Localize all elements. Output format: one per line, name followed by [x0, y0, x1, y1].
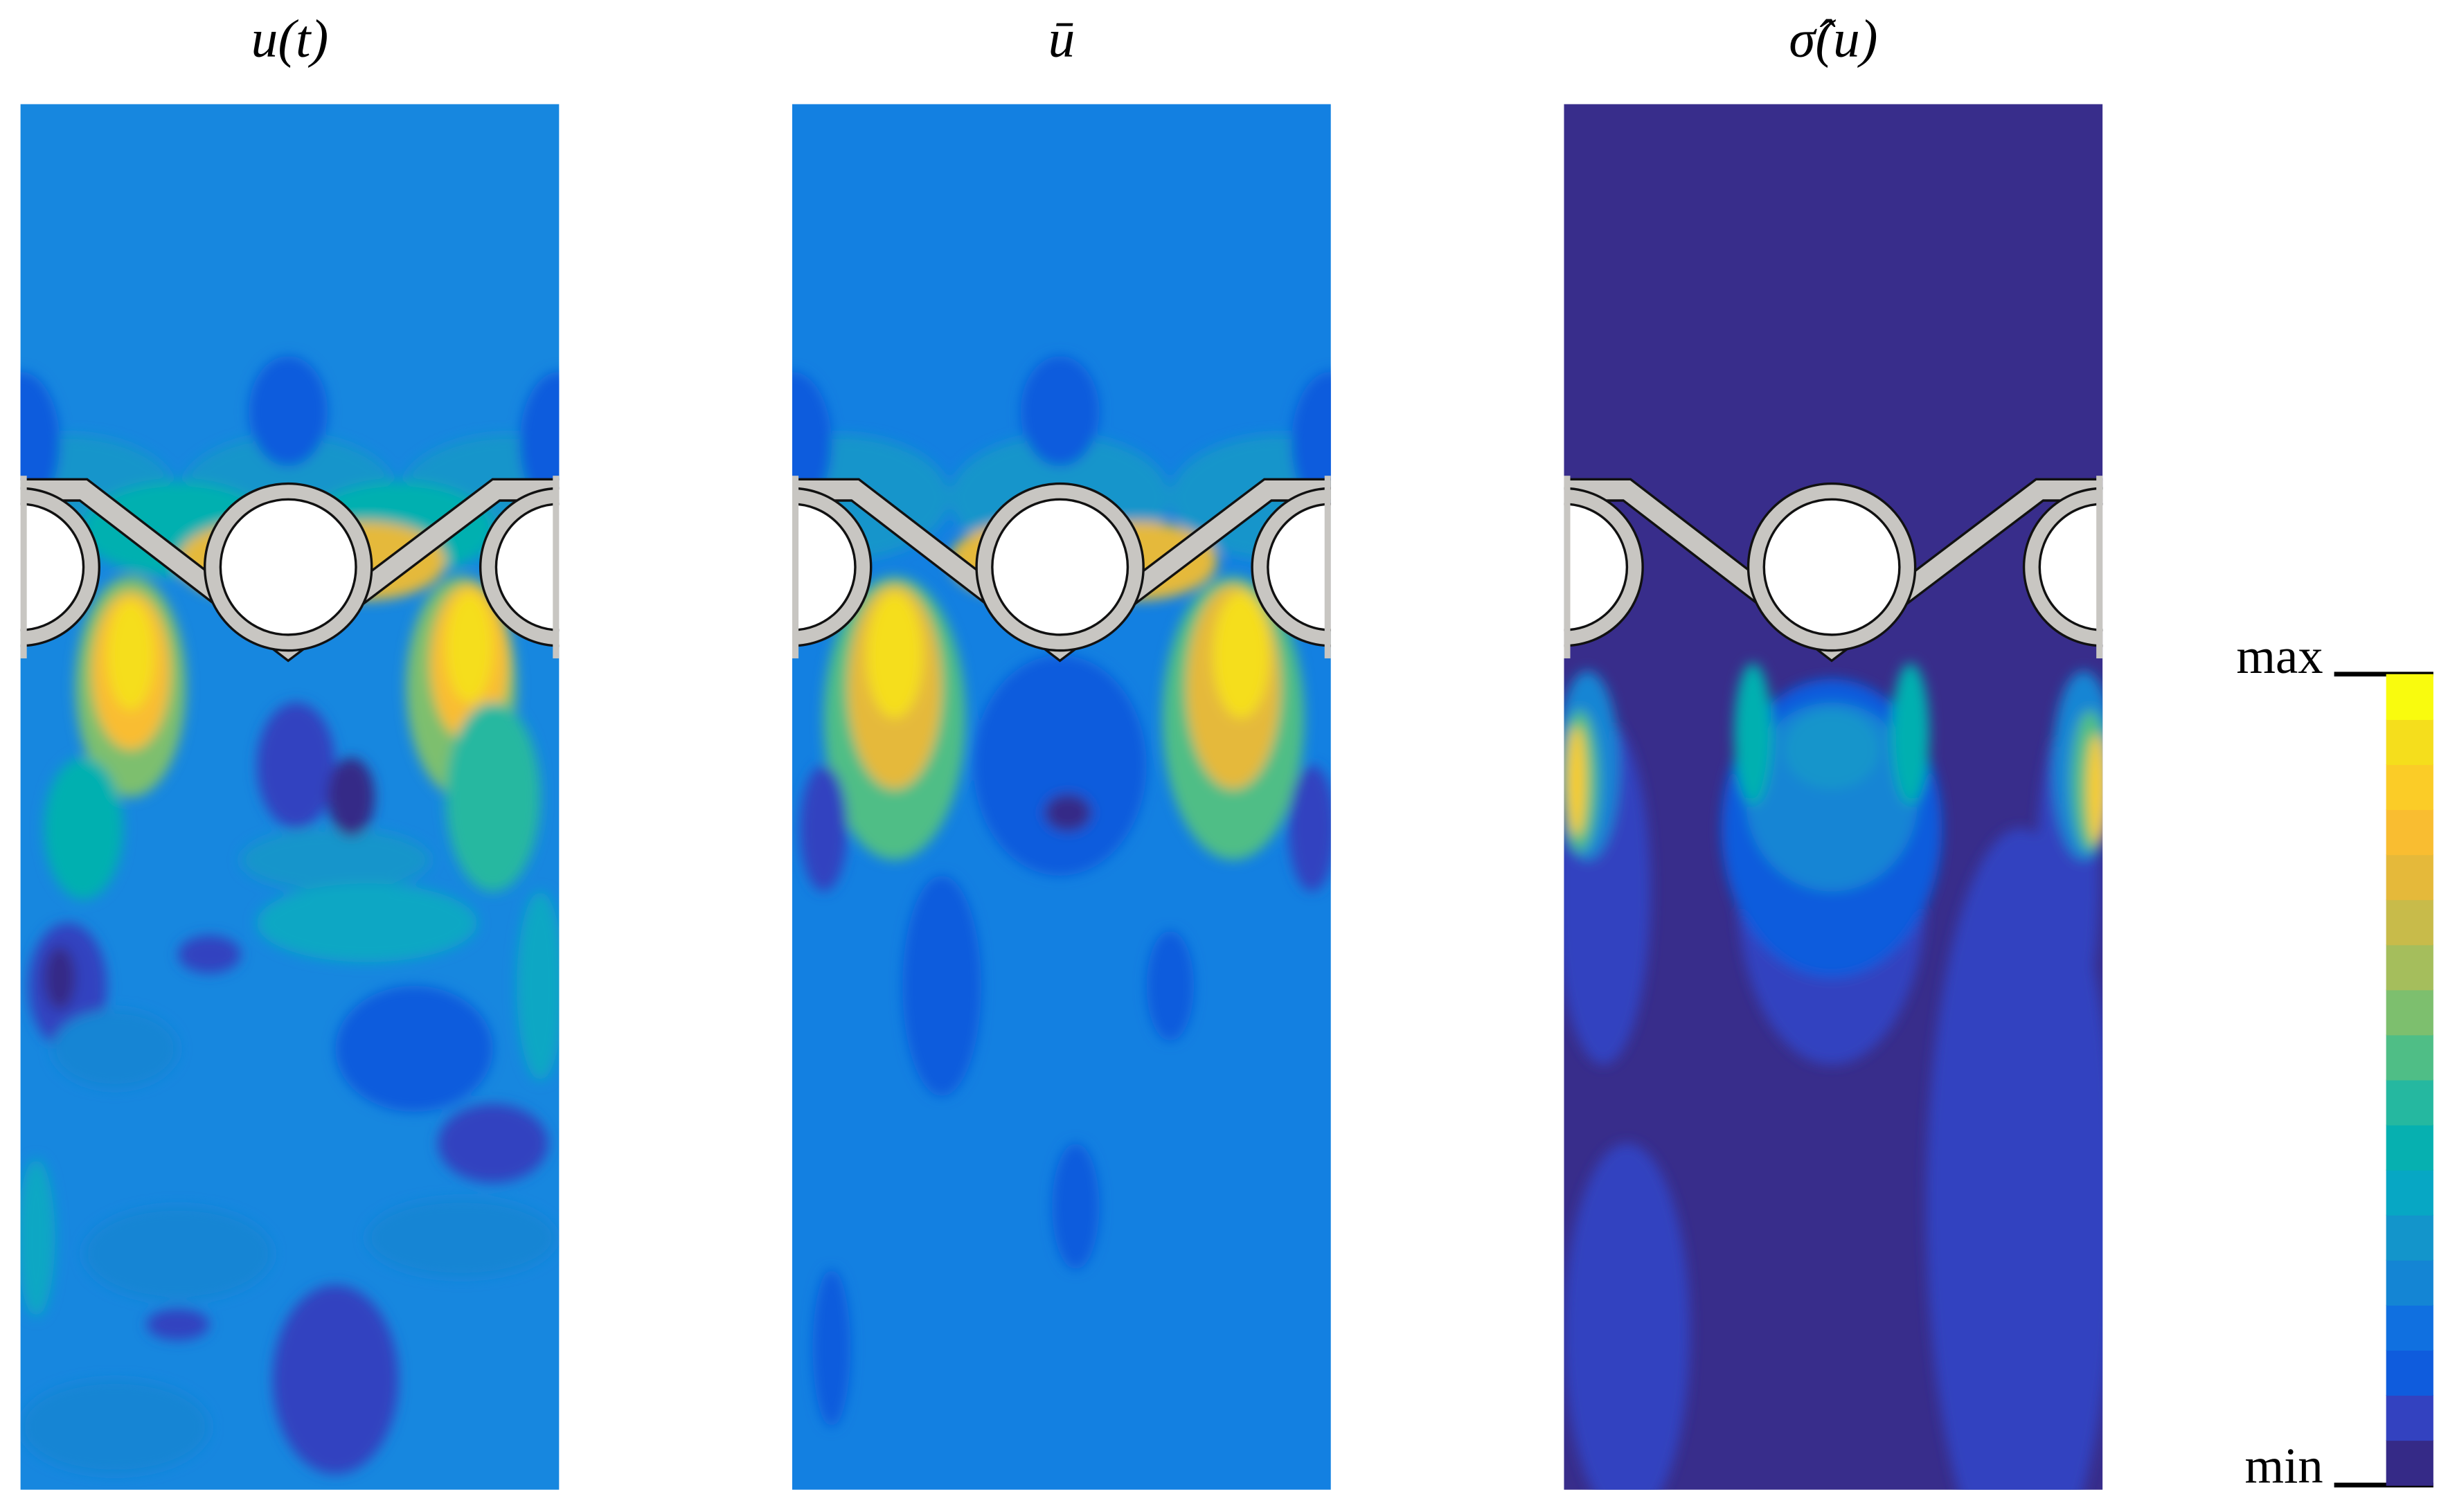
colorbar-swatch: [2386, 854, 2433, 901]
colorbar-swatch: [2386, 674, 2433, 720]
field-blob: [146, 1308, 210, 1340]
field-blob: [20, 1159, 55, 1317]
field-blob: [44, 757, 123, 899]
field-blob: [519, 372, 560, 514]
field-blob: [1052, 1143, 1100, 1270]
field-blob: [20, 1379, 210, 1475]
colorbar-swatch: [2386, 1214, 2433, 1261]
obstacle-hole: [219, 498, 357, 636]
field-blob: [1044, 793, 1092, 832]
colorbar-swatch: [2386, 764, 2433, 811]
field-blob: [107, 600, 154, 711]
field-blob: [249, 356, 328, 467]
field-blob: [256, 702, 336, 829]
field-blob: [438, 1104, 548, 1183]
field-blob: [1784, 710, 1879, 789]
colorbar-swatch: [2386, 1439, 2433, 1486]
obstacle: [1564, 476, 2103, 663]
field-blob: [1020, 356, 1100, 467]
obstacle-hole: [494, 503, 560, 631]
field: [20, 104, 560, 1490]
field-blob: [328, 757, 375, 836]
colorbar-swatch: [2386, 1079, 2433, 1126]
obstacle-hole: [2038, 503, 2103, 631]
field-blob: [256, 883, 478, 962]
field-blob: [973, 655, 1147, 876]
field-blob: [902, 875, 981, 1097]
field-blob: [812, 1269, 851, 1427]
panel-title: u(t): [251, 9, 329, 69]
colorbar-swatch: [2386, 1169, 2433, 1216]
field-contours: [1564, 663, 2103, 1490]
field-blob: [240, 828, 430, 892]
panel-title: ū: [1048, 9, 1075, 69]
field-blob: [1566, 726, 1587, 836]
obstacle-hole: [991, 498, 1129, 636]
obstacle-hole: [1762, 498, 1901, 636]
field-blob: [800, 765, 848, 892]
field-blob: [445, 702, 541, 892]
obstacle-strip: [20, 476, 27, 658]
field-panel: [1564, 104, 2103, 1490]
obstacle-strip: [1564, 476, 1571, 658]
colorbar-swatch: [2386, 1034, 2433, 1081]
obstacle-hole: [792, 503, 857, 631]
field-blob: [2087, 734, 2103, 845]
colorbar-swatch: [2386, 1349, 2433, 1396]
field-blob: [366, 1198, 556, 1277]
field: [792, 104, 1331, 1490]
obstacle-hole: [1564, 503, 1629, 631]
colorbar-swatch: [2386, 1124, 2433, 1171]
field-blob: [1891, 663, 1930, 805]
colorbar-swatch: [2386, 1394, 2433, 1441]
field-blob: [1213, 592, 1270, 719]
field-blob: [83, 1206, 273, 1301]
panel-title: σ̂(u): [1789, 9, 1877, 69]
colorbar-swatch: [2386, 1259, 2433, 1306]
field-blob: [52, 1009, 179, 1088]
field-blob: [792, 372, 832, 514]
field-blob: [445, 592, 493, 703]
colorbar-swatch: [2386, 719, 2433, 766]
obstacle-hole: [20, 503, 85, 631]
field-blob: [178, 935, 241, 973]
field-blob: [1288, 765, 1331, 892]
colorbar-swatch: [2386, 944, 2433, 991]
field-blob: [1734, 663, 1772, 805]
obstacle-strip: [1324, 476, 1331, 658]
field-blob: [335, 986, 493, 1113]
colorbar-min-label: min: [2244, 1437, 2323, 1493]
obstacle: [20, 476, 560, 663]
field-panel: [792, 104, 1331, 1490]
colorbar-swatch: [2386, 899, 2433, 946]
field-blob: [1564, 1143, 1690, 1490]
obstacle-hole: [1267, 503, 1331, 631]
obstacle-strip: [792, 476, 799, 658]
field-blob: [1146, 930, 1194, 1041]
field-blob: [44, 946, 76, 1010]
field: [1564, 104, 2103, 1490]
obstacle: [792, 476, 1331, 663]
colorbar-swatch: [2386, 989, 2433, 1036]
field-blob: [1291, 372, 1331, 514]
colorbar-swatch: [2386, 1304, 2433, 1351]
colorbar-max-label: max: [2236, 628, 2323, 684]
field-blob: [517, 891, 560, 1081]
colorbar-swatch: [2386, 809, 2433, 856]
obstacle-strip: [553, 476, 560, 658]
field-blob: [866, 592, 923, 719]
field-blob: [272, 1285, 399, 1475]
obstacle-strip: [2096, 476, 2103, 658]
field-blob: [20, 372, 60, 514]
field-panel: [20, 104, 560, 1490]
